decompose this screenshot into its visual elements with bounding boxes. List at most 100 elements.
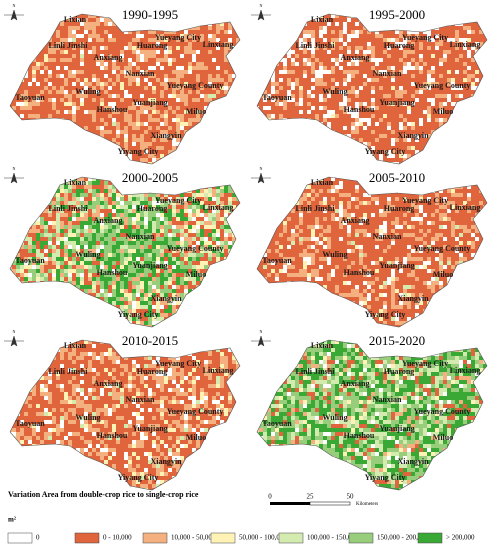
map-cell (287, 82, 291, 86)
map-cell (28, 229, 32, 233)
map-cell (28, 26, 32, 30)
map-cell (224, 197, 228, 201)
map-cell (319, 46, 323, 50)
map-cell (124, 142, 128, 146)
map-cell (216, 106, 220, 110)
map-cell (275, 106, 279, 110)
map-cell (240, 201, 244, 205)
map-cell (180, 42, 184, 46)
map-cell (16, 213, 20, 217)
map-cell (455, 78, 459, 82)
map-cell (208, 18, 212, 22)
map-cell (259, 86, 263, 90)
map-cell (192, 193, 196, 197)
map-cell (271, 66, 275, 70)
map-cell (184, 225, 188, 229)
map-cell (28, 173, 32, 177)
map-cell (76, 142, 80, 146)
map-cell (148, 54, 152, 58)
map-cell (180, 150, 184, 154)
map-cell (375, 98, 379, 102)
map-cell (156, 38, 160, 42)
map-cell (287, 42, 291, 46)
map-cell (124, 221, 128, 225)
map-cell (263, 122, 267, 126)
map-cell (48, 10, 52, 14)
map-cell (40, 225, 44, 229)
map-cell (240, 205, 244, 209)
map-cell (96, 130, 100, 134)
map-cell (68, 62, 72, 66)
map-cell (176, 22, 180, 26)
map-cell (236, 162, 240, 164)
map-cell (108, 78, 112, 82)
map-cell (299, 122, 303, 126)
map-cell (48, 189, 52, 193)
map-cell (96, 50, 100, 54)
map-cell (152, 205, 156, 209)
map-cell (128, 162, 132, 164)
map-cell (92, 86, 96, 90)
map-cell (387, 30, 391, 34)
map-cell (419, 46, 423, 50)
map-cell (112, 217, 116, 221)
map-cell (144, 34, 148, 38)
map-cell (415, 122, 419, 126)
map-cell (108, 213, 112, 217)
map-cell (383, 150, 387, 154)
map-cell (156, 205, 160, 209)
map-cell (371, 134, 375, 138)
map-cell (48, 162, 52, 164)
map-cell (104, 221, 108, 225)
north-label: N (13, 3, 16, 8)
map-cell (351, 150, 355, 154)
map-cell (327, 14, 331, 18)
map-cell (335, 70, 339, 74)
map-cell (347, 26, 351, 30)
map-cell (44, 98, 48, 102)
map-cell (72, 205, 76, 209)
map-cell (188, 34, 192, 38)
map-cell (447, 82, 451, 86)
map-cell (204, 213, 208, 217)
map-cell (180, 154, 184, 158)
map-cell (419, 38, 423, 42)
map-cell (72, 118, 76, 122)
map-cell (220, 221, 224, 225)
map-cell (295, 146, 299, 150)
map-cell (232, 54, 236, 58)
map-cell (347, 82, 351, 86)
map-cell (10, 122, 12, 126)
map-cell (32, 225, 36, 229)
map-cell (257, 130, 259, 134)
map-cell (204, 181, 208, 185)
map-cell (347, 94, 351, 98)
map-cell (12, 70, 16, 74)
map-cell (323, 154, 327, 158)
map-cell (451, 10, 455, 14)
map-cell (64, 134, 68, 138)
map-cell (128, 90, 132, 94)
map-cell (335, 74, 339, 78)
map-cell (467, 10, 471, 14)
map-cell (132, 102, 136, 106)
map-cell (244, 177, 248, 181)
map-cell (152, 110, 156, 114)
map-cell (263, 38, 267, 42)
map-cell (20, 98, 24, 102)
map-cell (136, 90, 140, 94)
map-cell (172, 134, 176, 138)
map-cell (200, 50, 204, 54)
map-cell (232, 126, 236, 130)
map-cell (84, 94, 88, 98)
map-cell (319, 78, 323, 82)
map-cell (192, 130, 196, 134)
map-cell (391, 146, 395, 150)
map-cell (208, 66, 212, 70)
map-cell (132, 134, 136, 138)
map-cell (287, 150, 291, 154)
map-cell (100, 118, 104, 122)
map-cell (108, 114, 112, 118)
map-cell (172, 229, 176, 233)
map-cell (399, 98, 403, 102)
